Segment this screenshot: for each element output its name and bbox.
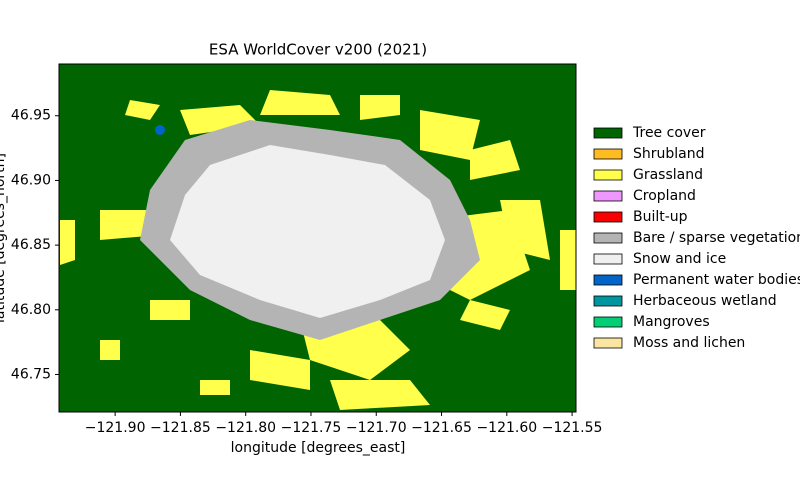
map-title: ESA WorldCover v200 (2021) <box>209 41 427 59</box>
raster <box>59 64 576 412</box>
x-axis-label: longitude [degrees_east] <box>231 440 406 456</box>
legend-label: Tree cover <box>632 125 706 141</box>
legend-label: Snow and ice <box>633 251 726 267</box>
y-axis-label: latitude [degrees_north] <box>0 153 8 323</box>
legend-label: Built-up <box>633 209 688 225</box>
y-tick-label: 46.80 <box>11 302 51 318</box>
x-tick-label: −121.75 <box>281 420 342 436</box>
x-tick-label: −121.80 <box>215 420 276 436</box>
legend-label: Shrubland <box>633 146 705 162</box>
y-tick-label: 46.95 <box>11 108 51 124</box>
legend-swatch <box>593 232 623 244</box>
y-tick-label: 46.75 <box>11 366 51 382</box>
snow-zone <box>170 145 445 318</box>
legend-swatch <box>593 316 623 328</box>
x-tick-label: −121.65 <box>411 420 472 436</box>
legend-label: Bare / sparse vegetation <box>633 230 800 246</box>
legend-label: Grassland <box>633 167 703 183</box>
legend-swatch <box>593 295 623 307</box>
legend-swatch <box>593 169 623 181</box>
legend-swatch <box>593 190 623 202</box>
legend-label: Herbaceous wetland <box>633 293 777 309</box>
legend-swatch <box>593 148 623 160</box>
legend-swatch <box>593 211 623 223</box>
y-tick-label: 46.90 <box>11 172 51 188</box>
x-tick-label: −121.55 <box>542 420 603 436</box>
legend-swatch <box>593 274 623 286</box>
legend-label: Cropland <box>633 188 696 204</box>
x-tick-label: −121.60 <box>476 420 537 436</box>
lake <box>155 125 165 135</box>
legend-swatch <box>593 127 623 139</box>
x-tick-label: −121.85 <box>150 420 211 436</box>
x-tick-label: −121.70 <box>346 420 407 436</box>
plot-frame <box>58 63 577 413</box>
legend-swatch <box>593 337 623 349</box>
legend-label: Mangroves <box>633 314 710 330</box>
y-tick-label: 46.85 <box>11 237 51 253</box>
legend-swatch <box>593 253 623 265</box>
legend-label: Permanent water bodies <box>633 272 800 288</box>
legend-label: Moss and lichen <box>633 335 745 351</box>
x-tick-label: −121.90 <box>85 420 146 436</box>
